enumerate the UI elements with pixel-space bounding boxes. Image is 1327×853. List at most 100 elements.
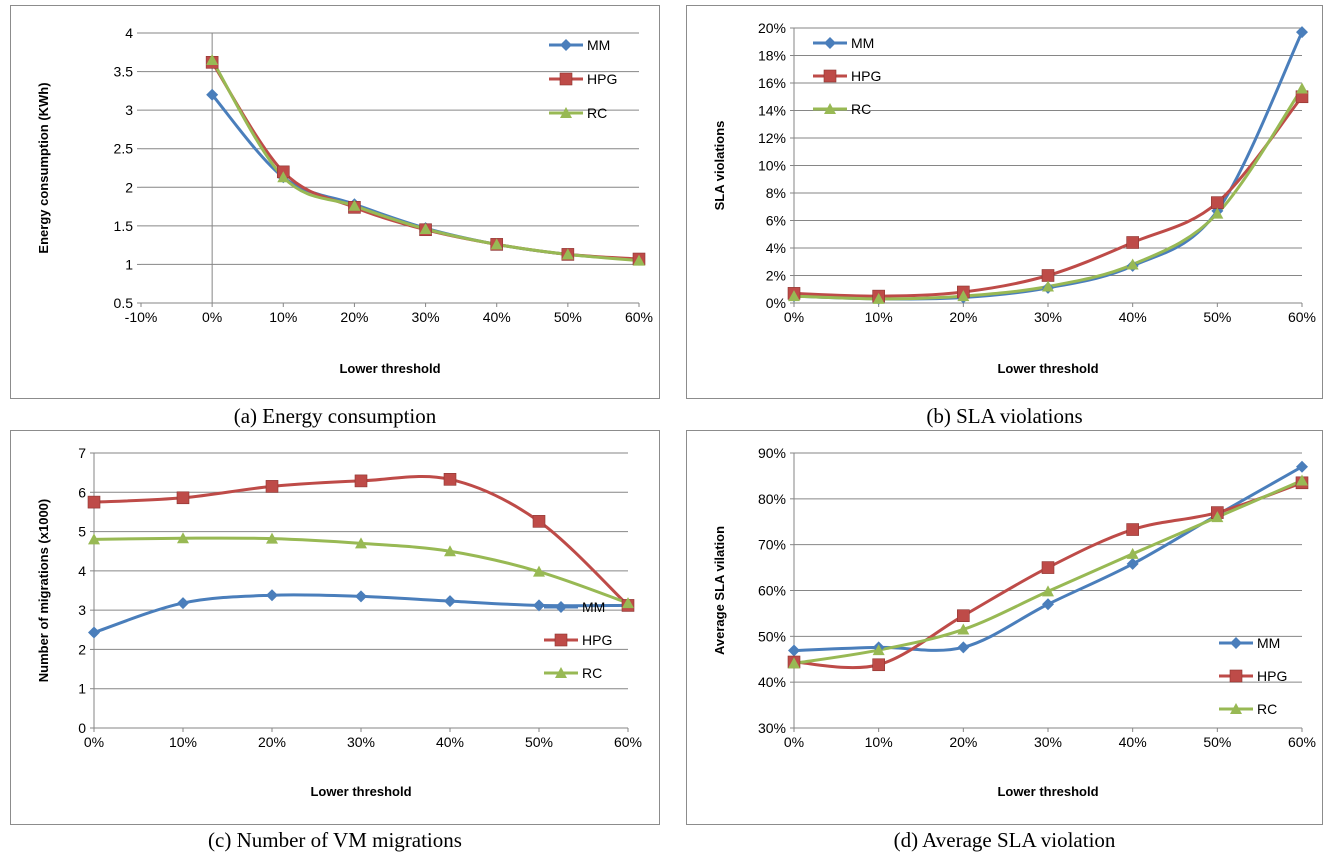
marker-mm-c-0 <box>88 626 100 639</box>
x-axis-title: Lower threshold <box>997 784 1098 799</box>
marker-rc-b-5 <box>1211 207 1224 219</box>
series-markers-rc <box>788 82 1308 304</box>
marker-rc-d-4 <box>1126 547 1139 559</box>
x-tick-label: 60% <box>1288 309 1316 325</box>
marker-hpg-b-3 <box>1041 269 1055 282</box>
marker-hpg-b-4 <box>1126 236 1139 249</box>
caption-migrations: (c) Number of VM migrations <box>208 828 462 852</box>
marker-rc-a-2 <box>348 199 361 211</box>
marker-rc-c-4 <box>444 545 456 557</box>
marker-rc-c-6 <box>622 597 634 609</box>
y-tick-label: 80% <box>758 491 786 507</box>
marker-rc-b-2 <box>957 290 970 302</box>
x-tick-label: 20% <box>949 309 977 325</box>
x-tick-label: 10% <box>865 734 893 750</box>
x-axis-title: Lower threshold <box>310 784 411 799</box>
marker-rc-a-0 <box>206 54 219 65</box>
series-line-mm <box>793 465 1303 653</box>
x-tick-label: 40% <box>436 734 464 750</box>
y-tick-label: 2 <box>78 641 86 657</box>
marker-rc-c-0 <box>88 533 100 545</box>
series-markers-mm <box>788 460 1308 657</box>
marker-rc-a-legend <box>560 107 572 118</box>
marker-rc-c-legend <box>555 667 567 678</box>
marker-hpg-a-legend <box>559 72 573 86</box>
marker-mm-c-3 <box>355 590 367 603</box>
y-tick-label: 10% <box>758 158 786 174</box>
marker-mm-c-4 <box>444 595 456 608</box>
y-tick-label: 18% <box>758 48 786 64</box>
y-tick-label: 2 <box>125 179 133 195</box>
marker-mm-a-0 <box>206 88 219 101</box>
marker-mm-d-legend <box>1230 637 1242 649</box>
marker-mm-c-legend <box>555 601 567 613</box>
y-tick-label: 4% <box>766 240 786 256</box>
y-tick-label: 40% <box>758 674 786 690</box>
x-tick-label: 30% <box>347 734 375 750</box>
marker-rc-b-1 <box>872 292 885 304</box>
marker-mm-c-1 <box>177 597 189 610</box>
marker-rc-d-legend <box>1230 703 1242 714</box>
legend-label-rc: RC <box>851 101 871 117</box>
y-tick-label: 50% <box>758 628 786 644</box>
x-tick-label: 10% <box>169 734 197 750</box>
y-tick-label: 60% <box>758 583 786 599</box>
series-markers-mm <box>88 589 634 639</box>
x-tick-label: 60% <box>625 309 653 325</box>
marker-mm-d-2 <box>957 641 970 654</box>
y-axis-title: SLA violations <box>712 121 727 211</box>
legend-label-mm: MM <box>851 35 874 51</box>
series-markers-rc <box>788 474 1308 669</box>
x-tick-label: 50% <box>525 734 553 750</box>
marker-rc-d-2 <box>957 623 970 635</box>
x-tick-label: 60% <box>1288 734 1316 750</box>
series-markers-mm <box>206 88 645 266</box>
caption-energy: (a) Energy consumption <box>233 404 437 428</box>
x-axis-title: Lower threshold <box>997 361 1098 376</box>
y-axis-title: Average SLA vilation <box>712 526 727 655</box>
x-tick-label: 10% <box>269 309 297 325</box>
caption-sla: (b) SLA violations <box>926 404 1083 428</box>
y-tick-label: 4 <box>125 25 133 41</box>
marker-hpg-c-4 <box>443 473 457 486</box>
y-tick-label: 90% <box>758 445 786 461</box>
marker-hpg-d-legend <box>1229 669 1243 683</box>
caption-avg-sla: (d) Average SLA violation <box>893 828 1116 852</box>
y-tick-label: 2.5 <box>114 141 134 157</box>
x-tick-label: 20% <box>340 309 368 325</box>
y-tick-label: 30% <box>758 720 786 736</box>
y-tick-label: 20% <box>758 20 786 36</box>
legend-label-rc: RC <box>1257 701 1277 717</box>
y-tick-label: 1.5 <box>114 218 134 234</box>
marker-rc-c-2 <box>266 532 278 544</box>
chart-svg-migrations: 0 1 2 3 4 5 6 7 0% 10% 20% 30% 40% 50% 60% Lower thresh… <box>36 445 642 799</box>
x-tick-label: 0% <box>84 734 104 750</box>
legend: MM HPG RC <box>544 599 612 681</box>
x-tick-label: 50% <box>554 309 582 325</box>
marker-hpg-c-3 <box>354 474 368 488</box>
x-tick-label: 30% <box>1034 309 1062 325</box>
marker-hpg-d-3 <box>1041 561 1055 574</box>
legend-label-mm: MM <box>1257 635 1280 651</box>
legend-label-hpg: HPG <box>1257 668 1287 684</box>
chart-svg-avg-sla: 30% 40% 50% 60% 70% 80% 90% 0% 10% 20% 30% 40% 50% 60… <box>712 445 1316 799</box>
legend-label-mm: MM <box>587 37 610 53</box>
marker-rc-b-3 <box>1042 280 1054 292</box>
chart-panel-energy: 0.5 1 1.5 2 2.5 3 3.5 4 -10% 0% 10% 20% 30% 40% 50% 60%… <box>10 5 660 399</box>
marker-rc-a-3 <box>419 222 432 234</box>
y-tick-label: 1 <box>78 681 86 697</box>
y-tick-label: 7 <box>78 445 86 461</box>
marker-rc-b-4 <box>1126 258 1139 270</box>
marker-mm-a-legend <box>560 39 572 51</box>
chart-svg-sla: 0% 2% 4% 6% 8% 10% 12% 14% 16% 18% 20% 0% 10% 20% 30% 4… <box>712 20 1316 376</box>
chart-panel-avg-sla: 30% 40% 50% 60% 70% 80% 90% 0% 10% 20% 30% 40% 50% 60… <box>686 430 1323 825</box>
x-axis-title: Lower threshold <box>339 361 440 376</box>
marker-mm-d-4 <box>1126 557 1139 570</box>
y-tick-label: 14% <box>758 103 786 119</box>
marker-rc-a-5 <box>561 248 574 260</box>
marker-hpg-d-4 <box>1126 523 1139 536</box>
marker-mm-b-legend <box>824 37 836 49</box>
legend-label-hpg: HPG <box>587 71 617 87</box>
chart-panel-migrations: 0 1 2 3 4 5 6 7 0% 10% 20% 30% 40% 50% 60% Lower thresh… <box>10 430 660 825</box>
legend: MM HPG RC <box>813 35 881 117</box>
